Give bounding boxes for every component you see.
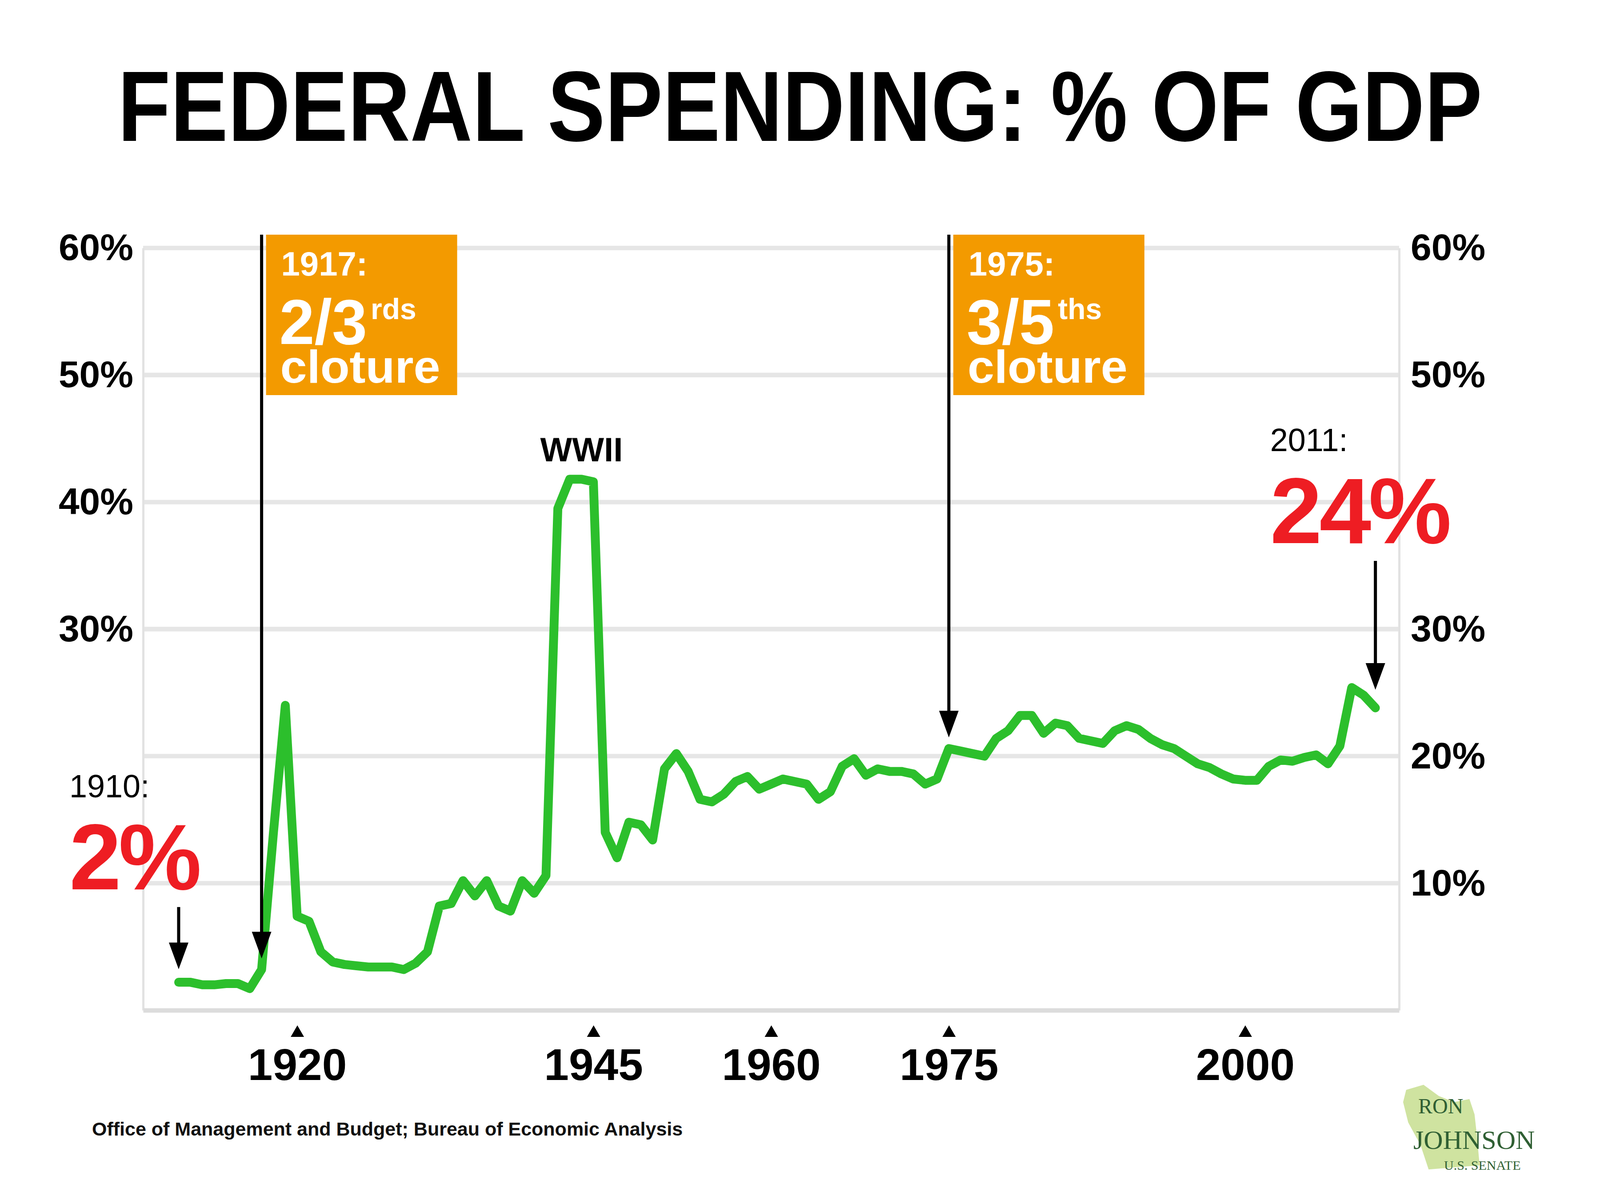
y-tick-label: 30%: [58, 607, 134, 650]
callout: 24%2011:: [1270, 422, 1450, 690]
event: 1917:2/3rdscloture: [252, 234, 458, 959]
x-tick-marker: [764, 1025, 779, 1037]
y-tick: 40%: [58, 480, 144, 523]
grid-line: [143, 880, 1400, 886]
y-tick: 50%: [58, 353, 144, 396]
callout: 2%1910:: [69, 768, 200, 970]
y2-tick: 60%: [1399, 226, 1486, 268]
y2-tick-label: 20%: [1410, 734, 1486, 777]
grid-line: [143, 627, 1400, 632]
y2-tick-label: 60%: [1410, 226, 1486, 268]
x-tick-label: 1920: [248, 1039, 347, 1090]
branding-text: JOHNSON: [1413, 1125, 1535, 1155]
callout-label: 2011:: [1270, 422, 1348, 458]
x-tick-marker: [942, 1025, 956, 1037]
y2-axis: 10% 20% 30% 50% 60%: [1399, 226, 1486, 1011]
y-tick-label: 60%: [58, 226, 134, 268]
background: [0, 0, 1600, 1200]
chart-svg: FEDERAL SPENDING: % OF GDP30%40%50%60%10…: [0, 0, 1600, 1200]
x-tick-label: 1945: [544, 1039, 643, 1090]
x-tick: 1920: [248, 1010, 347, 1090]
x-tick: 1960: [721, 1010, 821, 1090]
branding: RON JOHNSON U.S. SENATE: [1403, 1084, 1535, 1173]
grid-line: [143, 500, 1400, 505]
source-note: Office of Management and Budget; Bureau …: [92, 1118, 683, 1140]
event-arrow-shaft: [947, 234, 951, 713]
plot-area: [178, 479, 1376, 989]
y-tick-label: 40%: [58, 480, 134, 523]
x-tick: 2000: [1196, 1010, 1295, 1090]
event-subtext: cloture: [280, 340, 441, 393]
event-label: 1975:: [968, 244, 1055, 283]
grid-line: [143, 627, 1400, 632]
callout-value: 2%: [69, 804, 200, 910]
x-tick-label: 1975: [899, 1039, 999, 1090]
y2-tick-label: 50%: [1410, 353, 1486, 396]
peak-label: WWII: [540, 430, 624, 469]
event-superscript: ths: [1057, 292, 1102, 326]
x-tick-label: 2000: [1196, 1039, 1295, 1090]
y2-tick-label: 30%: [1410, 607, 1486, 650]
event: 1975:3/5thscloture: [939, 234, 1145, 738]
chart-title: FEDERAL SPENDING: % OF GDP: [117, 50, 1483, 162]
x-tick: 1975: [899, 1010, 999, 1090]
x-tick-marker: [1238, 1025, 1252, 1037]
callout-arrow-head: [1365, 663, 1386, 690]
callout-arrow-shaft: [176, 907, 180, 945]
x-axis-line: [143, 1008, 1400, 1013]
x-tick-label: 1960: [721, 1039, 821, 1090]
event-superscript: rds: [370, 292, 417, 326]
y2-tick: 30%: [1399, 607, 1486, 650]
branding-text: U.S. SENATE: [1444, 1157, 1521, 1173]
branding-text: RON: [1418, 1094, 1464, 1118]
x-tick-marker: [290, 1025, 304, 1037]
x-tick: 1945: [544, 1010, 643, 1090]
x-tick-marker: [587, 1025, 601, 1037]
event-arrow-shaft: [260, 234, 264, 934]
event-subtext: cloture: [967, 340, 1128, 393]
callout-arrow-head: [168, 942, 189, 970]
annotations: 1917:2/3rdscloture1975:3/5thscloture2%19…: [69, 234, 1450, 970]
event-arrow-head: [252, 932, 272, 959]
y2-tick: 20%: [1399, 734, 1486, 777]
event-label: 1917:: [281, 244, 368, 283]
callout-arrow-shaft: [1373, 560, 1377, 665]
x-axis: 1920 1945 1960 1975 2000: [143, 1010, 1400, 1090]
y-tick: 60%: [58, 226, 144, 268]
callout-label: 1910:: [69, 768, 150, 804]
event-box: [953, 234, 1145, 396]
callout-value: 24%: [1270, 458, 1450, 564]
y-tick-label: 50%: [58, 353, 134, 396]
y2-tick: 10%: [1399, 861, 1486, 904]
y2-tick: 50%: [1399, 353, 1486, 396]
event-box: [266, 234, 458, 396]
spending-line: [178, 479, 1376, 989]
chart-container: FEDERAL SPENDING: % OF GDP30%40%50%60%10…: [0, 0, 1600, 1200]
y2-axis-line: [1398, 248, 1401, 1011]
event-arrow-head: [939, 710, 959, 738]
y-tick: 30%: [58, 607, 144, 650]
y2-tick-label: 10%: [1410, 861, 1486, 904]
grid-line: [143, 753, 1400, 759]
